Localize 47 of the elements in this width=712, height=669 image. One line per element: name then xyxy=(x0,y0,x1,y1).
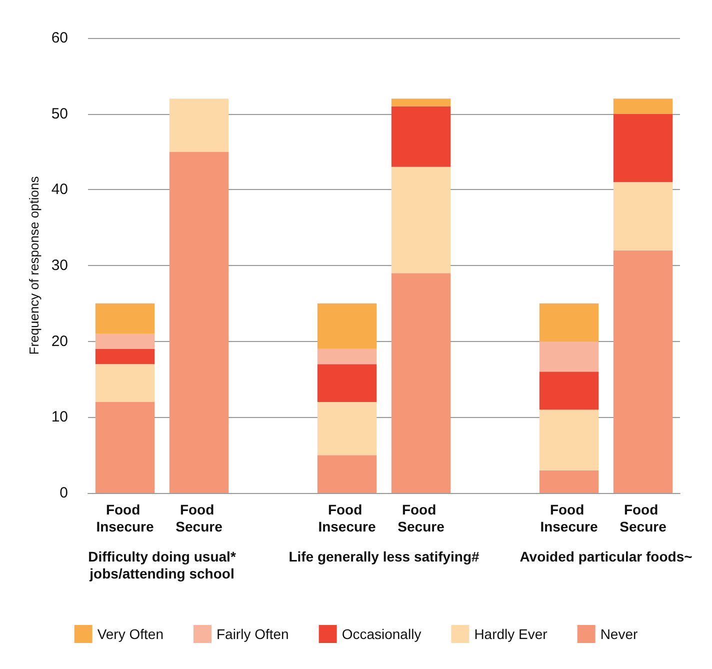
bar xyxy=(95,348,155,364)
legend-label: Fairly Often xyxy=(216,626,289,642)
bar xyxy=(95,402,155,493)
bar xyxy=(95,364,155,402)
bar xyxy=(169,152,229,493)
bar xyxy=(317,364,377,402)
bar xyxy=(613,114,673,182)
bar xyxy=(317,455,377,493)
bar xyxy=(539,372,599,410)
legend-label: Hardly Ever xyxy=(474,626,548,642)
legend-label: Never xyxy=(600,626,638,642)
x-tick-label: Food Secure xyxy=(398,502,445,534)
bar xyxy=(539,470,599,493)
y-axis-title: Frequency of response options xyxy=(26,176,42,355)
x-tick-label: Food Secure xyxy=(620,502,667,534)
bar xyxy=(95,334,155,349)
bar xyxy=(317,348,377,364)
bar xyxy=(317,303,377,349)
y-tick-label: 40 xyxy=(51,181,68,198)
bar xyxy=(169,98,229,152)
text: Avoided particular foods~ xyxy=(520,548,692,564)
y-tick-label: 10 xyxy=(51,408,68,426)
bar xyxy=(391,166,451,274)
bar xyxy=(613,98,673,114)
x-tick-label: Food Insecure xyxy=(318,502,376,534)
bar xyxy=(613,182,673,250)
y-tick-label: 30 xyxy=(51,257,68,274)
y-tick-label: 20 xyxy=(51,332,68,350)
y-tick-label: 60 xyxy=(51,30,68,46)
bar xyxy=(539,341,599,372)
bar xyxy=(539,410,599,470)
x-tick-label: Food Insecure xyxy=(96,502,154,534)
bar xyxy=(391,106,451,167)
bar xyxy=(391,273,451,493)
x-tick-label: Food Secure xyxy=(176,502,223,534)
bar xyxy=(539,303,599,342)
y-tick-label: 0 xyxy=(60,484,68,502)
bar xyxy=(391,98,451,106)
text: Difficulty doing usual* jobs/attending school xyxy=(88,548,236,582)
bar xyxy=(613,250,673,493)
bar xyxy=(95,303,155,334)
text: Life generally less satifying# xyxy=(288,548,480,564)
bar xyxy=(317,402,377,456)
y-tick-label: 50 xyxy=(51,105,68,122)
x-tick-label: Food Insecure xyxy=(540,502,598,534)
legend-label: Occasionally xyxy=(342,626,422,642)
legend-label: Very Often xyxy=(97,626,164,642)
